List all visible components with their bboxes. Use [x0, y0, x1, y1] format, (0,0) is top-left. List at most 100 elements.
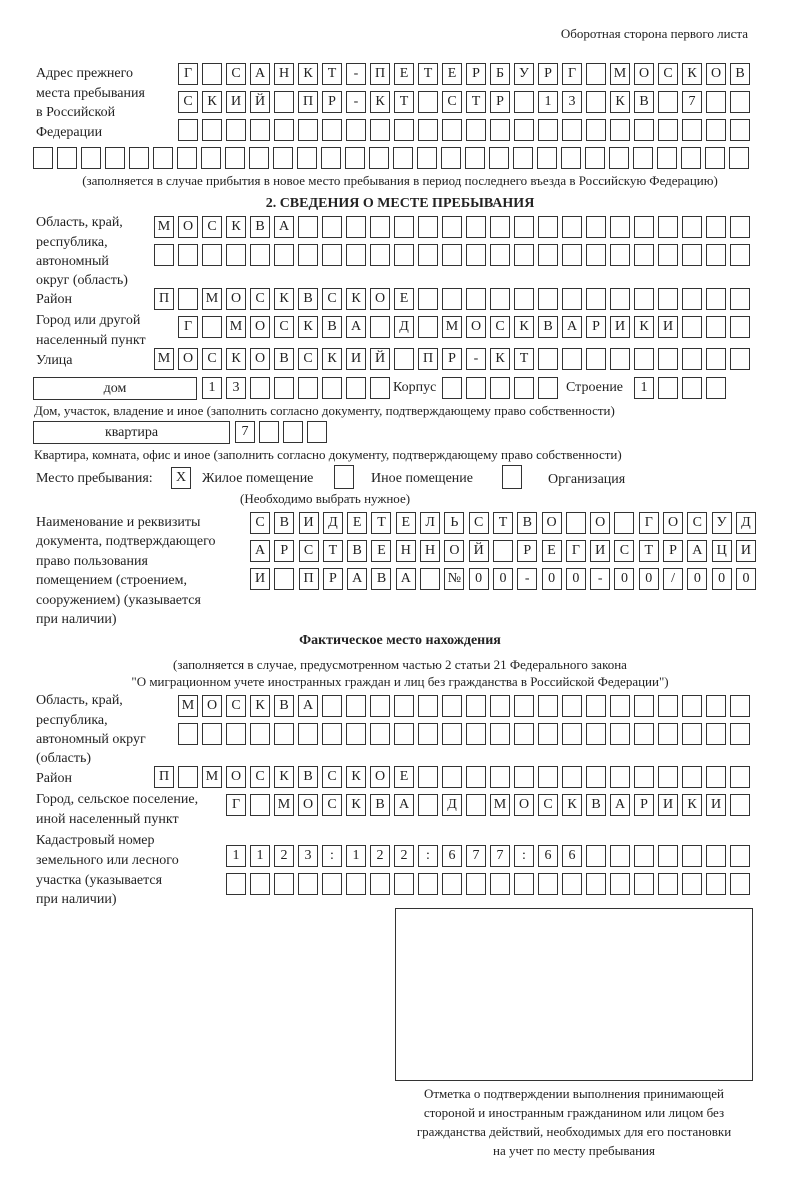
char-cell[interactable]: К	[226, 348, 246, 370]
char-cell[interactable]	[706, 723, 726, 745]
char-cell[interactable]	[658, 873, 678, 895]
char-cell[interactable]: С	[250, 288, 270, 310]
doc-row-3[interactable]: И П Р А В А № 0 0-0 0-0 0/0 0 0	[250, 568, 756, 590]
char-cell[interactable]	[418, 288, 438, 310]
char-cell[interactable]	[322, 695, 342, 717]
char-cell[interactable]	[538, 695, 558, 717]
char-cell[interactable]: 1	[226, 845, 246, 867]
char-cell[interactable]	[466, 119, 486, 141]
char-cell[interactable]: М	[154, 348, 174, 370]
char-cell[interactable]: Л	[420, 512, 441, 534]
char-cell[interactable]: А	[687, 540, 708, 562]
char-cell[interactable]: 7	[466, 845, 486, 867]
char-cell[interactable]: И	[706, 794, 726, 816]
char-cell[interactable]	[610, 244, 630, 266]
char-cell[interactable]	[730, 845, 750, 867]
char-cell[interactable]	[250, 723, 270, 745]
char-cell[interactable]: С	[614, 540, 635, 562]
char-cell[interactable]	[466, 695, 486, 717]
char-cell[interactable]: А	[395, 568, 416, 590]
char-cell[interactable]	[202, 119, 222, 141]
char-cell[interactable]: С	[226, 695, 246, 717]
char-cell[interactable]	[586, 723, 606, 745]
char-cell[interactable]: О	[444, 540, 465, 562]
char-cell[interactable]: Р	[322, 91, 342, 113]
char-cell[interactable]: К	[634, 316, 654, 338]
char-cell[interactable]: М	[226, 316, 246, 338]
char-cell[interactable]	[610, 845, 630, 867]
char-cell[interactable]: И	[735, 540, 756, 562]
char-cell[interactable]	[634, 873, 654, 895]
char-cell[interactable]: Д	[394, 316, 414, 338]
char-cell[interactable]: С	[202, 348, 222, 370]
char-cell[interactable]: В	[371, 568, 392, 590]
char-cell[interactable]	[586, 873, 606, 895]
char-cell[interactable]: Е	[395, 512, 416, 534]
char-cell[interactable]	[274, 723, 294, 745]
char-cell[interactable]: 3	[298, 845, 318, 867]
char-cell[interactable]	[658, 216, 678, 238]
char-cell[interactable]: С	[298, 540, 319, 562]
char-cell[interactable]: О	[514, 794, 534, 816]
char-cell[interactable]: В	[730, 63, 750, 85]
char-cell[interactable]: А	[250, 63, 270, 85]
char-cell[interactable]	[682, 845, 702, 867]
char-cell[interactable]	[586, 288, 606, 310]
char-cell[interactable]	[706, 91, 726, 113]
char-cell[interactable]: 1	[250, 845, 270, 867]
char-cell[interactable]	[249, 147, 269, 169]
char-cell[interactable]	[658, 288, 678, 310]
char-cell[interactable]	[730, 119, 750, 141]
char-cell[interactable]	[634, 766, 654, 788]
char-cell[interactable]	[514, 216, 534, 238]
char-cell[interactable]	[274, 119, 294, 141]
char-cell[interactable]	[225, 147, 245, 169]
char-cell[interactable]: О	[541, 512, 562, 534]
char-cell[interactable]: Н	[395, 540, 416, 562]
char-cell[interactable]	[178, 244, 198, 266]
char-cell[interactable]	[346, 244, 366, 266]
char-cell[interactable]: 0	[468, 568, 489, 590]
char-cell[interactable]: Е	[371, 540, 392, 562]
char-cell[interactable]	[346, 119, 366, 141]
char-cell[interactable]	[250, 377, 270, 399]
char-cell[interactable]: К	[274, 288, 294, 310]
char-cell[interactable]	[538, 288, 558, 310]
char-cell[interactable]	[730, 794, 750, 816]
prev-address-row-3[interactable]	[178, 119, 750, 141]
char-cell[interactable]: Р	[466, 63, 486, 85]
char-cell[interactable]	[418, 244, 438, 266]
char-cell[interactable]	[370, 316, 390, 338]
char-cell[interactable]: 1	[634, 377, 654, 399]
char-cell[interactable]	[658, 348, 678, 370]
char-cell[interactable]: Р	[538, 63, 558, 85]
char-cell[interactable]	[681, 147, 701, 169]
char-cell[interactable]: К	[346, 288, 366, 310]
char-cell[interactable]: А	[274, 216, 294, 238]
char-cell[interactable]	[394, 723, 414, 745]
char-cell[interactable]	[370, 723, 390, 745]
char-cell[interactable]: И	[610, 316, 630, 338]
char-cell[interactable]	[682, 288, 702, 310]
char-cell[interactable]	[682, 873, 702, 895]
char-cell[interactable]: А	[394, 794, 414, 816]
char-cell[interactable]	[466, 794, 486, 816]
cadastral-row-2[interactable]	[226, 873, 750, 895]
char-cell[interactable]	[565, 512, 586, 534]
char-cell[interactable]: У	[711, 512, 732, 534]
char-cell[interactable]: И	[658, 316, 678, 338]
char-cell[interactable]: К	[682, 63, 702, 85]
char-cell[interactable]: П	[154, 766, 174, 788]
char-cell[interactable]	[273, 147, 293, 169]
char-cell[interactable]	[562, 288, 582, 310]
char-cell[interactable]: Д	[735, 512, 756, 534]
char-cell[interactable]	[274, 568, 295, 590]
char-cell[interactable]: О	[178, 348, 198, 370]
char-cell[interactable]	[418, 873, 438, 895]
